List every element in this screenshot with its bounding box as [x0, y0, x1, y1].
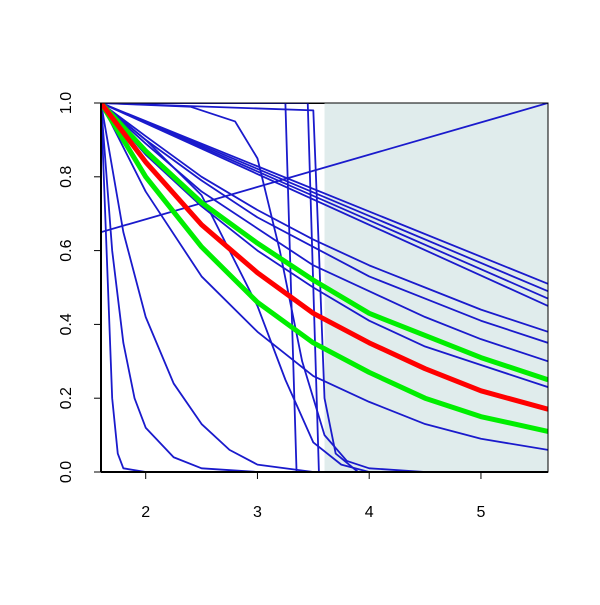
- series-line: [101, 103, 548, 285]
- series-line: [101, 103, 336, 472]
- y-tick-label: 0.2: [58, 387, 75, 409]
- x-tick-label: 3: [253, 504, 262, 521]
- series-line: [101, 103, 548, 412]
- series-line: [101, 103, 258, 472]
- x-tick-label: 4: [365, 504, 374, 521]
- series-line: [101, 103, 548, 300]
- series-line: [101, 103, 548, 307]
- series-line: [101, 103, 548, 293]
- plot-frame: [100, 102, 549, 473]
- x-tick-label: 5: [476, 504, 485, 521]
- series-line: [101, 103, 548, 333]
- series-line: [101, 103, 146, 472]
- series-line: [101, 103, 548, 451]
- series-line: [101, 103, 548, 383]
- series-line: [101, 103, 359, 472]
- y-tick-label: 0.8: [58, 166, 75, 188]
- y-tick-label: 0.0: [58, 461, 75, 483]
- series-line: [101, 103, 548, 434]
- series-line: [101, 103, 314, 472]
- series-line: [101, 103, 548, 344]
- x-tick-label: 2: [141, 504, 150, 521]
- plot-area: [101, 103, 548, 472]
- series-line: [101, 103, 426, 472]
- y-tick-label: 0.4: [58, 313, 75, 335]
- series-line: [101, 103, 314, 472]
- y-tick-label: 1.0: [58, 92, 75, 114]
- y-tick-label: 0.6: [58, 239, 75, 261]
